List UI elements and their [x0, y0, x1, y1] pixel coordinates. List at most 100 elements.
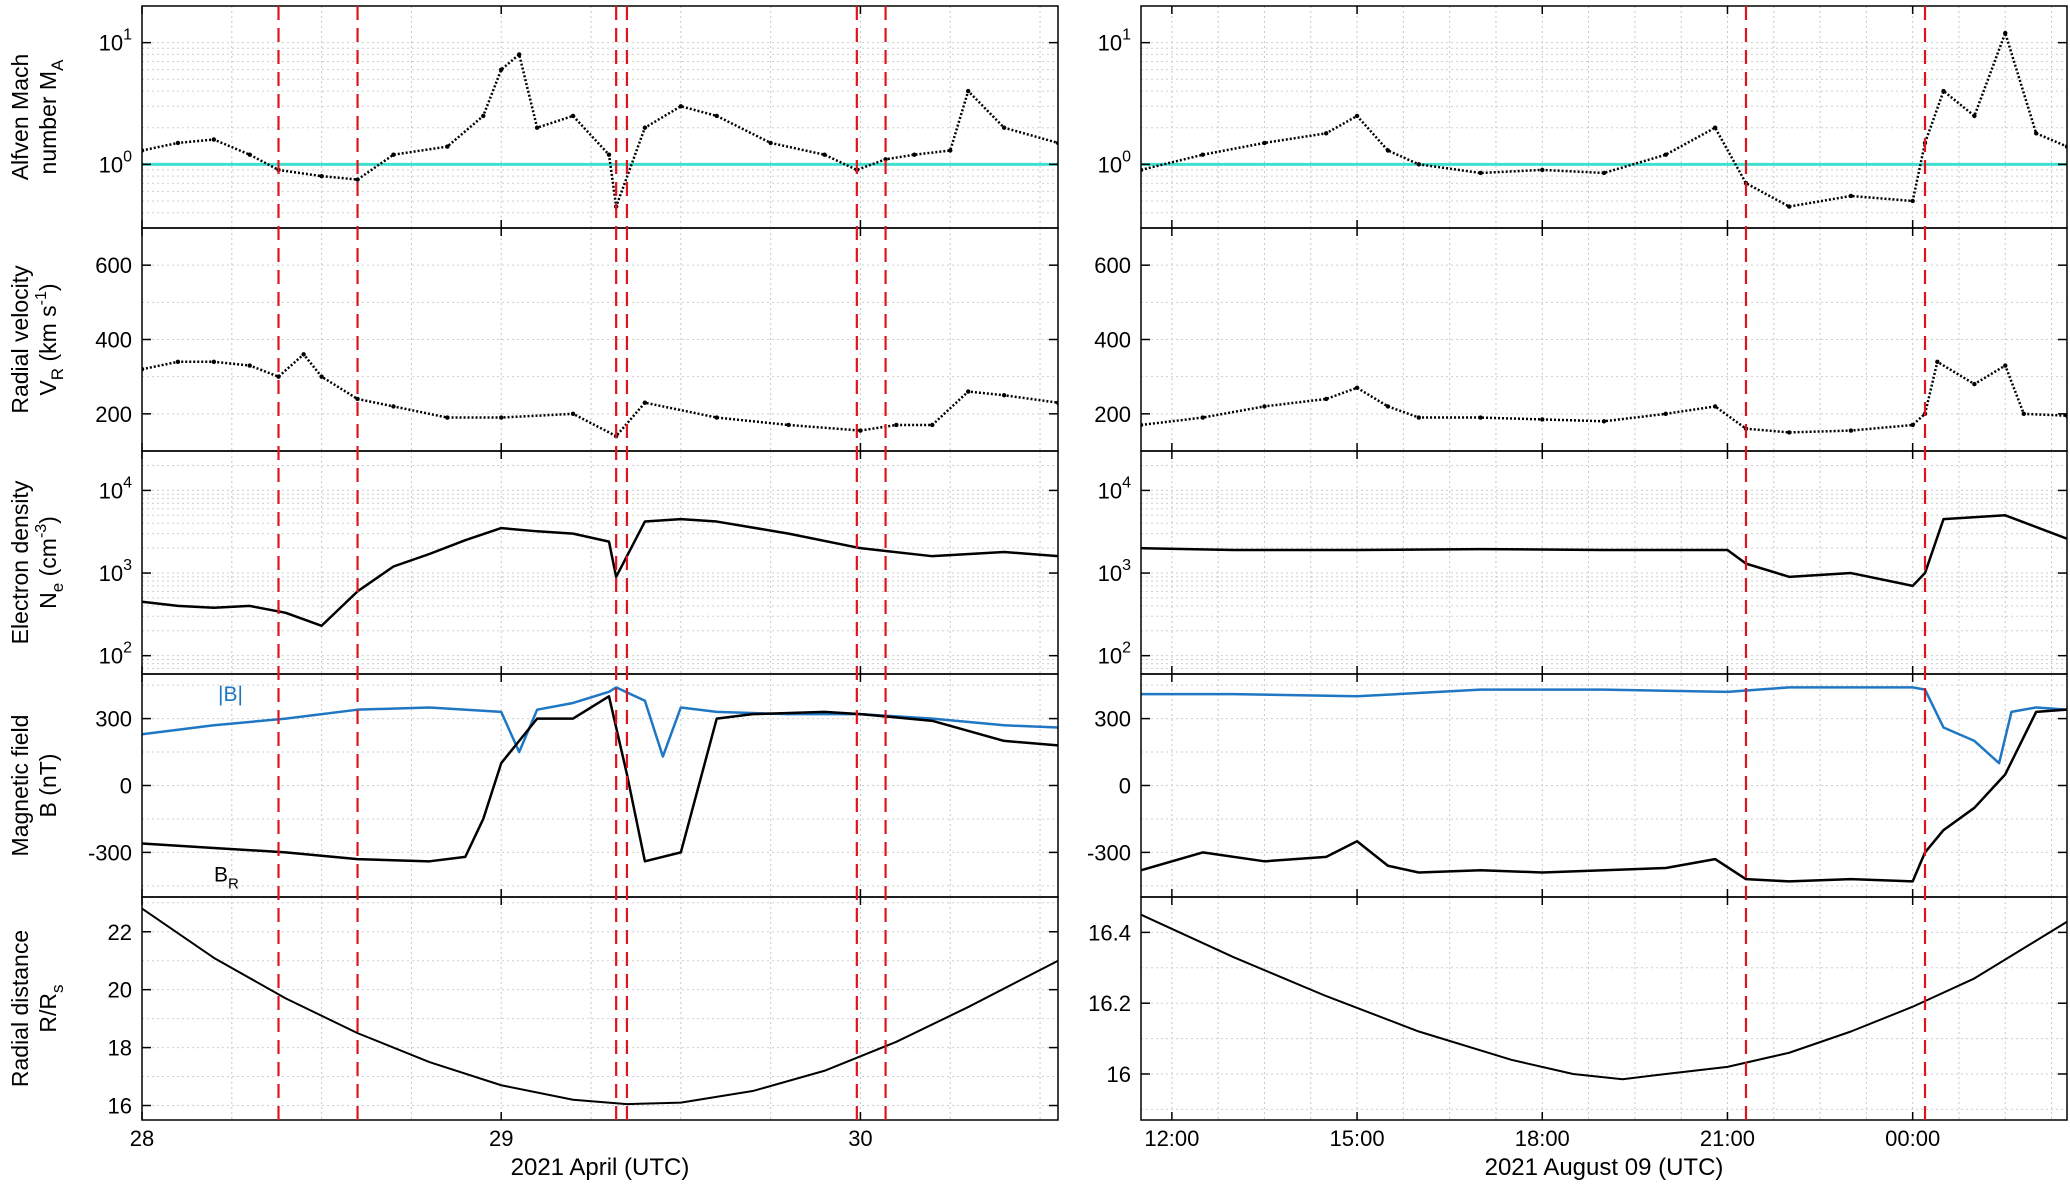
august-distance-ytick-label: 16	[1107, 1062, 1131, 1087]
april-velocity-ylabel-line1: Radial velocity	[7, 265, 33, 414]
april-velocity-data-point	[570, 411, 576, 417]
august-xlabel: 2021 August 09 (UTC)	[1485, 1154, 1724, 1181]
tick-exponent: 0	[123, 148, 132, 165]
ylabel-unit-close: )	[35, 283, 61, 291]
april-distance-ylabel: Radial distance R/Rs	[7, 930, 67, 1087]
august-mach-data-point	[2003, 30, 2008, 36]
august-bfield-ytick-label: 300	[1094, 707, 1131, 732]
april-distance-ytick-label: 22	[108, 920, 132, 945]
august-xtick-label: 00:00	[1885, 1126, 1940, 1151]
tick-base: 10	[1098, 31, 1122, 56]
august-mach-ytick-label: 101	[1098, 27, 1131, 56]
tick-base: 10	[1098, 478, 1122, 503]
series-subscript: R	[228, 875, 239, 892]
april-mach-data-point	[606, 152, 612, 157]
august-density-series-0	[1141, 514, 2067, 588]
april-velocity-series-0	[142, 352, 1058, 439]
april-distance-ylabel-line1: Radial distance	[7, 930, 33, 1087]
august-bfield-series-0	[1141, 686, 2067, 765]
april-series-label: |B|	[218, 683, 243, 706]
august-xtick-label: 12:00	[1144, 1126, 1199, 1151]
tick-base: 10	[99, 644, 123, 669]
april-distance-frame	[141, 896, 1059, 1121]
april-density-ylabel-line2: Ne (cm-3)	[33, 516, 67, 609]
august-velocity-data-point	[2021, 411, 2026, 417]
april-velocity-ytick-label: 200	[95, 402, 132, 427]
tick-exponent: 4	[123, 474, 132, 491]
august-velocity-data-point	[1972, 381, 1977, 387]
august-velocity-data-point	[1787, 430, 1792, 435]
august-mach-ytick-label: 100	[1098, 148, 1131, 177]
april-velocity-data-point	[301, 352, 306, 357]
august-distance-ytick-label: 16.2	[1088, 991, 1131, 1016]
april-bfield-ylabel-line1: Magnetic field	[7, 715, 33, 857]
april-mach-ylabel: Alfven Mach number MA	[7, 54, 67, 181]
august-mach-data-point	[1324, 131, 1329, 136]
april-bfield-ytick-label: 0	[120, 774, 132, 799]
august-mach-data-point	[1385, 148, 1391, 153]
august-velocity-data-point	[1385, 404, 1391, 409]
august-velocity-data-point	[1663, 411, 1668, 417]
august-xtick-label: 18:00	[1515, 1126, 1570, 1151]
april-bfield-ylabel-line2: B (nT)	[35, 754, 61, 818]
april-mach-data-point	[355, 177, 360, 182]
april-bfield-series-1	[142, 695, 1058, 863]
tick-base: 10	[99, 561, 123, 586]
august-mach-data-point	[1478, 170, 1483, 176]
april-mach-data-point	[319, 173, 324, 179]
april-velocity-data-point	[786, 422, 791, 428]
tick-exponent: 2	[123, 640, 132, 657]
april-mach-data-point	[391, 152, 396, 157]
august-bfield-ytick-label: -300	[1087, 840, 1131, 865]
april-distance-ytick-label: 20	[108, 978, 132, 1003]
april-density-ylabel-line1: Electron density	[7, 480, 33, 644]
april-mach-series-0	[142, 52, 1058, 209]
april-mach-data-point	[445, 144, 450, 149]
august-mach-data-point	[1910, 198, 1915, 204]
april-xtick-label: 30	[848, 1126, 872, 1151]
august-mach-data-point	[1972, 113, 1977, 119]
august-velocity-ytick-label: 200	[1094, 402, 1131, 427]
april-velocity-data-point	[894, 422, 899, 428]
april-series-label: BR	[214, 863, 239, 892]
april-velocity-data-point	[391, 404, 396, 409]
august-mach-data-point	[1416, 162, 1422, 167]
april-mach-data-point	[247, 152, 252, 157]
august-velocity-data-point	[1324, 396, 1329, 402]
april-distance-ytick-label: 16	[108, 1094, 132, 1119]
april-density-ylabel: Electron density Ne (cm-3)	[7, 480, 67, 644]
series-name: B	[214, 863, 228, 886]
april-velocity-data-point	[499, 415, 504, 420]
april-mach-ytick-label: 100	[99, 148, 132, 177]
august-velocity-data-point	[1416, 415, 1422, 420]
april-mach-data-point	[948, 148, 953, 153]
april-mach-data-point	[211, 137, 217, 142]
august-density-ytick-label: 103	[1098, 557, 1131, 586]
april-velocity-series-trace	[142, 352, 1058, 438]
ylabel-symbol: number M	[35, 71, 61, 175]
april-velocity-ytick-label: 400	[95, 328, 132, 353]
april-xtick-label: 29	[489, 1126, 513, 1151]
august-mach-data-point	[1262, 140, 1267, 146]
august-velocity-data-point	[1540, 417, 1545, 422]
august-density-ytick-label: 104	[1098, 474, 1131, 503]
august-mach-data-point	[1663, 152, 1668, 157]
august-velocity-data-point	[1262, 404, 1267, 409]
ylabel-symbol: V	[35, 380, 61, 396]
august-distance-series-line	[1141, 913, 2067, 1081]
august-velocity-data-point	[1601, 419, 1607, 424]
august-mach-frame	[1140, 5, 2068, 229]
august-velocity-data-point	[1712, 404, 1718, 409]
april-density-ytick-label: 102	[99, 640, 132, 669]
august-mach-data-point	[1941, 88, 1946, 94]
august-density-ytick-label: 102	[1098, 640, 1131, 669]
august-mach-data-point	[1848, 193, 1854, 199]
tick-exponent: 0	[1122, 148, 1131, 165]
august-mach-data-point	[1540, 167, 1545, 173]
august-velocity-frame	[1140, 227, 2068, 452]
april-velocity-data-point	[276, 374, 281, 379]
april-mach-data-point	[912, 152, 917, 157]
april-mach-data-point	[516, 52, 522, 57]
august-bfield-ytick-label: 0	[1119, 774, 1131, 799]
